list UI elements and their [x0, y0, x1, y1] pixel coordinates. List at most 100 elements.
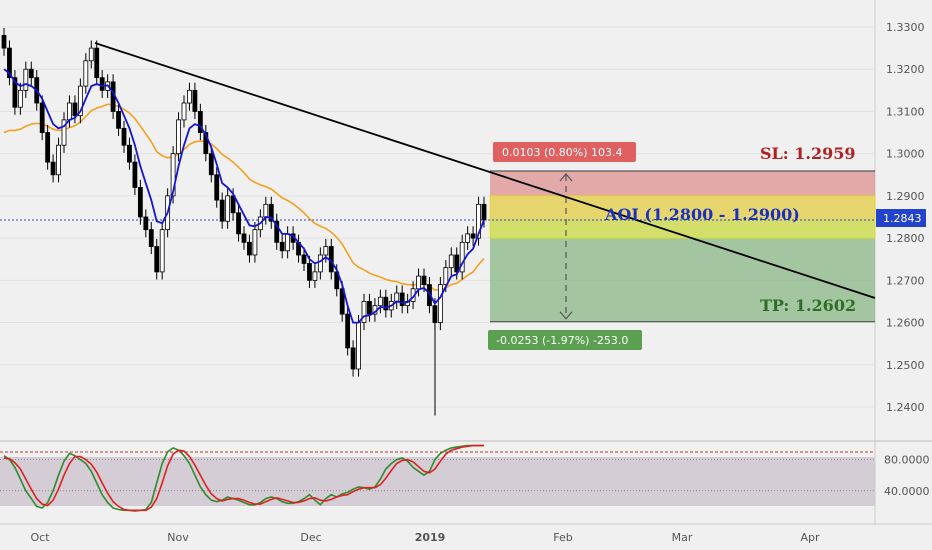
candle-body [121, 127, 127, 146]
current-price-tag: 1.2843 [876, 209, 926, 227]
time-tick-label: Mar [672, 531, 693, 544]
candle-body [225, 195, 231, 222]
trendline-path [94, 42, 876, 299]
candle-body [323, 246, 329, 256]
candle-body [176, 119, 181, 155]
time-tick-label: Dec [300, 531, 321, 544]
candle-body [274, 220, 280, 243]
candle-body [301, 254, 307, 264]
price-tick-label: 1.2500 [886, 359, 925, 372]
osc-tick-label: 80.0000 [884, 454, 930, 467]
reward-box-text: -0.0253 (-1.97%) -253.0 [496, 334, 628, 347]
measure-arrow-up [559, 173, 573, 182]
current-price-text: 1.2843 [883, 212, 922, 225]
candle-body [219, 199, 225, 222]
ema-fast-path [3, 68, 485, 324]
candle-body [481, 203, 487, 221]
candle-body [230, 195, 236, 214]
ema-fast-line [3, 68, 485, 324]
candle-body [443, 267, 449, 285]
candle-body [187, 89, 192, 104]
candle-body [23, 68, 29, 91]
stoch-d-path [3, 444, 484, 512]
candle-body [77, 85, 83, 117]
candle-body [454, 254, 460, 273]
candle-body [208, 153, 214, 176]
measure-arrow-down [559, 311, 573, 320]
candle-body [137, 187, 143, 218]
candle-body [394, 292, 400, 302]
price-tick-label: 1.2600 [886, 317, 925, 330]
candle-body [307, 263, 312, 281]
time-tick-label: Oct [30, 531, 50, 544]
candle-body [470, 233, 476, 239]
candle-body [127, 144, 132, 163]
candle-body [12, 77, 18, 108]
candle-body [116, 111, 121, 129]
price-tick-label: 1.3300 [886, 21, 925, 34]
osc-tick-label: 40.0000 [884, 485, 930, 498]
candle-body [1, 35, 7, 49]
candle-body [312, 271, 318, 281]
candle-body [268, 203, 274, 222]
candle-body [241, 233, 247, 243]
candle-body [88, 47, 94, 62]
candle-body [143, 216, 149, 231]
candle-body [192, 89, 198, 112]
tp-label: TP: 1.2602 [760, 296, 856, 315]
candle-body [459, 241, 465, 273]
candle-body [416, 275, 421, 290]
candle-body [350, 347, 356, 370]
candle-body [317, 254, 323, 273]
candle-body [361, 301, 367, 323]
price-tick-label: 1.2700 [886, 274, 925, 287]
trendline[interactable] [94, 42, 876, 299]
candle-body [247, 241, 252, 256]
stoch-k-path [3, 444, 484, 512]
candle-body [214, 174, 220, 201]
price-axis-ticks: 1.3300 1.3200 1.3100 1.3000 1.2900 1.2800 1.27… [886, 21, 925, 414]
candle-body [148, 229, 154, 247]
candle-body [56, 144, 61, 176]
reward-box: -0.0253 (-1.97%) -253.0 [488, 330, 642, 350]
oscillator-axis-ticks: 80.0000 40.0000 [0, 451, 930, 498]
candle-body [39, 102, 45, 133]
candle-body [252, 229, 258, 256]
time-tick-label: Apr [800, 531, 820, 544]
price-tick-label: 1.2800 [886, 232, 925, 245]
candle-body [154, 246, 160, 273]
price-tick-label: 1.3000 [886, 148, 925, 161]
candle-body [17, 89, 23, 108]
candle-body [377, 296, 383, 307]
candle-body [203, 132, 209, 155]
candle-body [197, 111, 203, 133]
ema-slow-line [3, 103, 485, 291]
candle-body [465, 233, 471, 243]
stochastic-lines [3, 444, 484, 512]
candle-body [421, 275, 427, 285]
price-tick-label: 1.2900 [886, 190, 925, 203]
candle-body [181, 102, 187, 121]
risk-box: 0.0103 (0.80%) 103.4 [493, 142, 636, 162]
candle-body [94, 47, 100, 79]
candle-body [7, 47, 12, 79]
candle-body [61, 119, 67, 146]
time-tick-label: Nov [167, 531, 189, 544]
risk-reward-zones [0, 170, 876, 323]
candle-body [28, 68, 34, 79]
candle-body [399, 292, 405, 307]
time-tick-label: 2019 [415, 531, 446, 544]
candle-body [383, 296, 389, 311]
time-tick-label: Feb [553, 531, 572, 544]
ema-slow-path [3, 103, 485, 291]
candle-body [132, 161, 138, 188]
candle-body [236, 212, 241, 235]
candle-body [45, 132, 51, 163]
candle-body [67, 102, 72, 121]
candle-body [448, 254, 454, 269]
candle-body [83, 60, 89, 87]
candle-body [72, 102, 78, 117]
risk-box-text: 0.0103 (0.80%) 103.4 [502, 146, 623, 159]
candle-body [356, 322, 361, 370]
